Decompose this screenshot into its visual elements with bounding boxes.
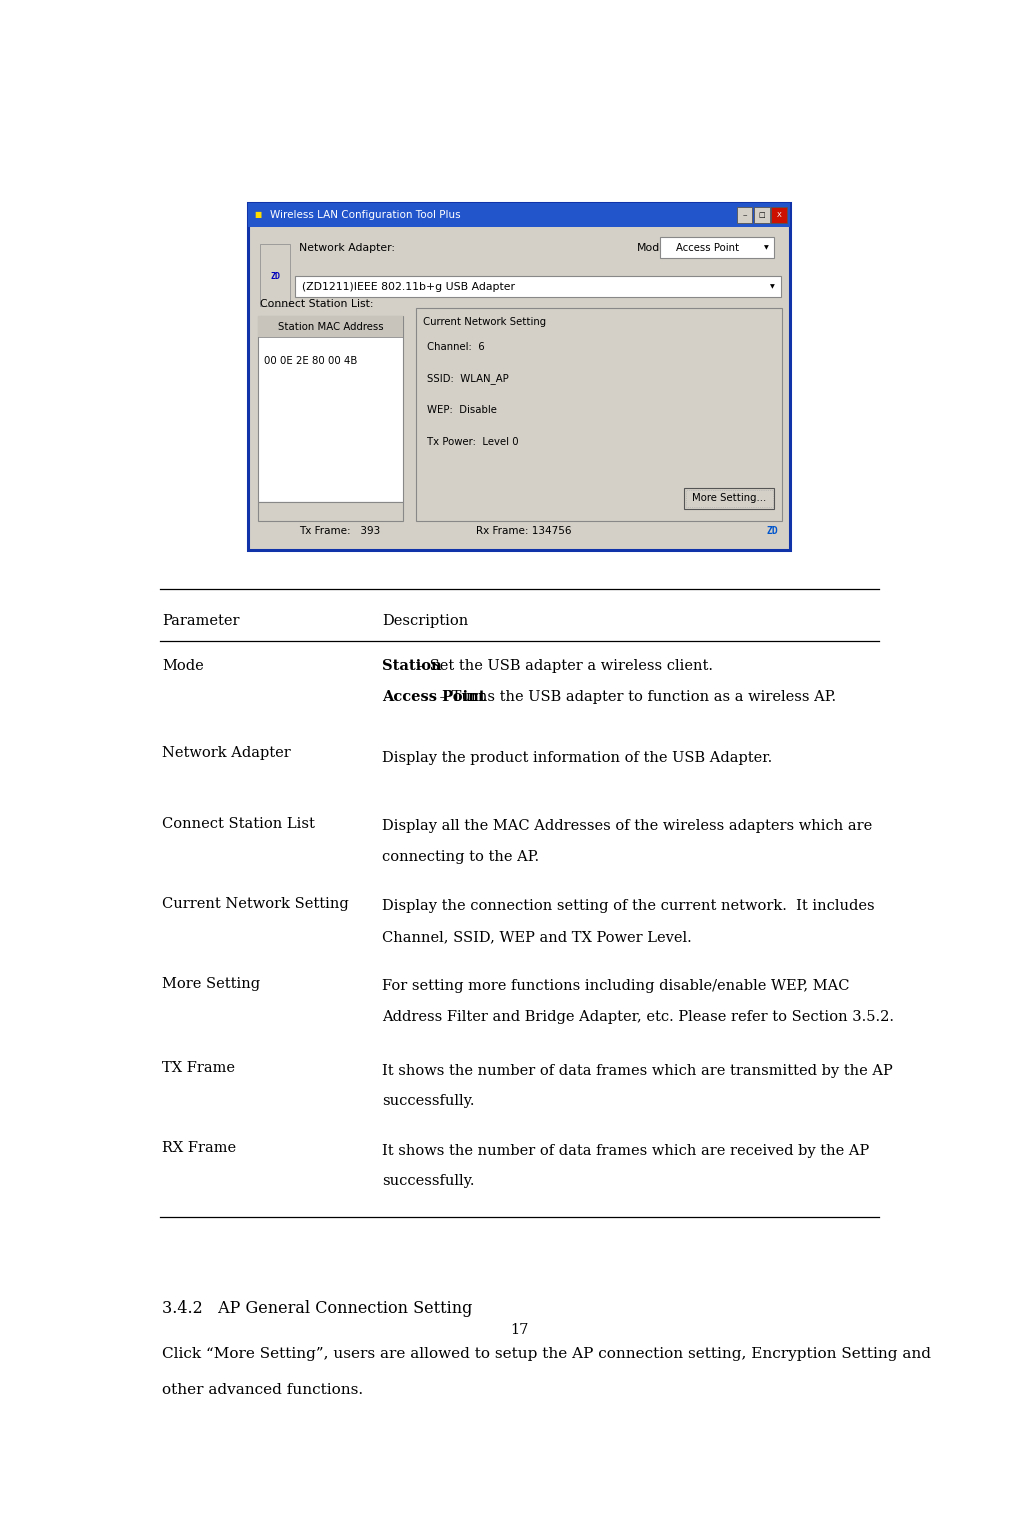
Text: Address Filter and Bridge Adapter, etc. Please refer to Section 3.5.2.: Address Filter and Bridge Adapter, etc. … — [382, 1009, 893, 1023]
Text: Channel, SSID, WEP and TX Power Level.: Channel, SSID, WEP and TX Power Level. — [382, 930, 692, 944]
Text: WEP:  Disable: WEP: Disable — [427, 405, 497, 415]
FancyBboxPatch shape — [257, 316, 403, 337]
Text: □: □ — [759, 212, 765, 218]
Text: 3.4.2   AP General Connection Setting: 3.4.2 AP General Connection Setting — [162, 1299, 472, 1318]
Text: RX Frame: RX Frame — [162, 1141, 236, 1154]
Text: Parameter: Parameter — [162, 614, 239, 628]
Text: 17: 17 — [510, 1322, 529, 1336]
FancyBboxPatch shape — [296, 276, 781, 298]
Text: (ZD1211)IEEE 802.11b+g USB Adapter: (ZD1211)IEEE 802.11b+g USB Adapter — [302, 281, 515, 292]
Text: More Setting: More Setting — [162, 977, 260, 991]
Text: Tx Power:  Level 0: Tx Power: Level 0 — [427, 437, 519, 447]
Text: It shows the number of data frames which are transmitted by the AP: It shows the number of data frames which… — [382, 1064, 892, 1078]
Text: Description: Description — [382, 614, 468, 628]
Text: It shows the number of data frames which are received by the AP: It shows the number of data frames which… — [382, 1144, 869, 1157]
FancyBboxPatch shape — [415, 308, 782, 521]
FancyBboxPatch shape — [736, 206, 753, 223]
Text: Mode:: Mode: — [637, 243, 671, 253]
Text: – Turns the USB adapter to function as a wireless AP.: – Turns the USB adapter to function as a… — [435, 690, 836, 704]
Text: Network Adapter: Network Adapter — [162, 747, 291, 760]
Text: Station: Station — [382, 660, 442, 673]
Text: Station MAC Address: Station MAC Address — [278, 322, 383, 331]
Text: Current Network Setting: Current Network Setting — [423, 318, 546, 327]
Text: ▼: ▼ — [770, 284, 775, 289]
Text: More Setting...: More Setting... — [692, 493, 766, 504]
Text: Click “More Setting”, users are allowed to setup the AP connection setting, Encr: Click “More Setting”, users are allowed … — [162, 1347, 931, 1361]
FancyBboxPatch shape — [257, 316, 403, 502]
Text: X: X — [777, 212, 781, 218]
Text: Tx Frame:   393: Tx Frame: 393 — [300, 527, 381, 536]
Text: ZD: ZD — [270, 272, 280, 281]
Text: Rx Frame: 134756: Rx Frame: 134756 — [476, 527, 571, 536]
Text: Display the product information of the USB Adapter.: Display the product information of the U… — [382, 751, 772, 765]
Text: – Set the USB adapter a wireless client.: – Set the USB adapter a wireless client. — [412, 660, 713, 673]
FancyBboxPatch shape — [660, 237, 774, 258]
Text: successfully.: successfully. — [382, 1174, 474, 1188]
FancyBboxPatch shape — [771, 206, 787, 223]
FancyBboxPatch shape — [248, 203, 790, 226]
FancyBboxPatch shape — [684, 487, 774, 508]
Text: ZD: ZD — [767, 527, 779, 536]
FancyBboxPatch shape — [257, 502, 403, 521]
Text: Current Network Setting: Current Network Setting — [162, 896, 348, 910]
Text: Display the connection setting of the current network.  It includes: Display the connection setting of the cu… — [382, 899, 874, 913]
Text: Access Point: Access Point — [382, 690, 485, 704]
Text: other advanced functions.: other advanced functions. — [162, 1382, 363, 1397]
Text: connecting to the AP.: connecting to the AP. — [382, 851, 539, 864]
Text: TX Frame: TX Frame — [162, 1061, 235, 1075]
Text: Network Adapter:: Network Adapter: — [300, 243, 395, 253]
Text: Connect Station List: Connect Station List — [162, 817, 315, 831]
Text: ▼: ▼ — [764, 246, 769, 250]
FancyBboxPatch shape — [754, 206, 770, 223]
Text: 00 0E 2E 80 00 4B: 00 0E 2E 80 00 4B — [264, 356, 358, 366]
Text: Display all the MAC Addresses of the wireless adapters which are: Display all the MAC Addresses of the wir… — [382, 820, 872, 834]
Text: Mode: Mode — [162, 660, 204, 673]
Text: ■: ■ — [254, 211, 261, 220]
Text: For setting more functions including disable/enable WEP, MAC: For setting more functions including dis… — [382, 979, 849, 993]
Text: SSID:  WLAN_AP: SSID: WLAN_AP — [427, 373, 510, 383]
Text: Access Point: Access Point — [676, 243, 739, 253]
Text: successfully.: successfully. — [382, 1095, 474, 1109]
Text: Channel:  6: Channel: 6 — [427, 342, 485, 351]
Text: ‒: ‒ — [743, 212, 747, 218]
FancyBboxPatch shape — [260, 244, 290, 305]
Text: Wireless LAN Configuration Tool Plus: Wireless LAN Configuration Tool Plus — [269, 211, 460, 220]
FancyBboxPatch shape — [248, 203, 790, 550]
Text: Connect Station List:: Connect Station List: — [260, 299, 374, 310]
